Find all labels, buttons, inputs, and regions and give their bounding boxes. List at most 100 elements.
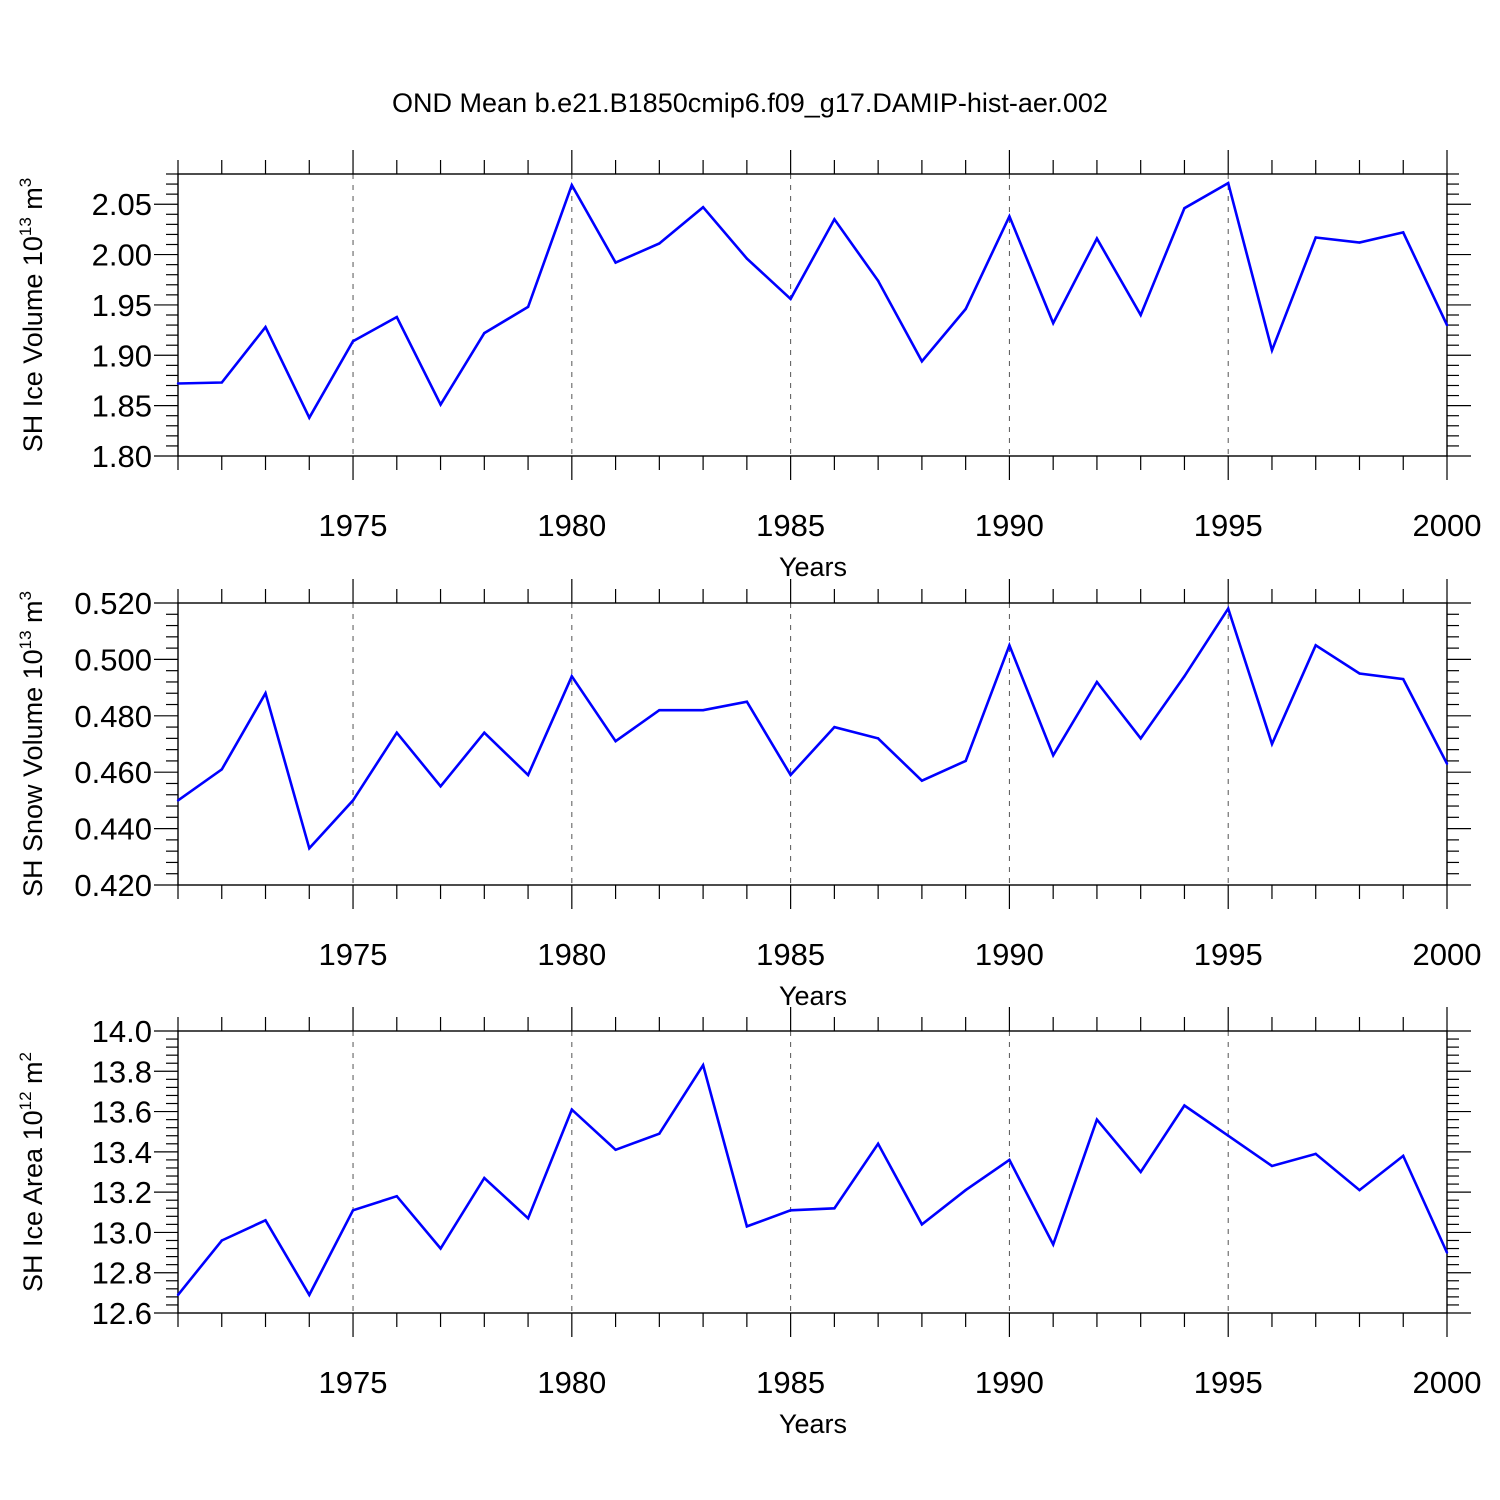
- x-axis-title: Years: [779, 552, 847, 582]
- data-point: [1227, 607, 1230, 610]
- x-tick-label: 1990: [975, 937, 1044, 972]
- data-point: [658, 708, 661, 712]
- data-point: [1139, 313, 1142, 317]
- y-axis-title-superscript: 3: [16, 591, 35, 600]
- y-axis-title: SH Ice Volume 1013 m3: [16, 178, 48, 453]
- data-point: [658, 1132, 661, 1135]
- y-tick-label: 2.05: [92, 187, 152, 222]
- data-point: [1314, 236, 1317, 239]
- data-point: [308, 847, 311, 850]
- y-axis-title-part: SH Snow Volume 10: [18, 649, 48, 897]
- data-point: [1402, 1154, 1405, 1158]
- data-point: [1402, 677, 1405, 681]
- y-axis-title-part: m: [18, 600, 48, 630]
- data-point: [1358, 241, 1361, 244]
- data-point: [570, 675, 574, 678]
- plot-frame: [177, 1030, 1448, 1314]
- series-line: [177, 605, 1449, 851]
- y-tick-label: 1.80: [92, 439, 152, 474]
- y-tick-label: 1.85: [92, 389, 152, 424]
- data-point: [789, 1209, 792, 1212]
- data-point: [439, 1247, 442, 1250]
- data-point: [1051, 754, 1055, 757]
- y-axis-title-superscript: 13: [16, 217, 35, 236]
- data-point: [1139, 1170, 1142, 1174]
- data-point: [1095, 680, 1099, 684]
- y-tick-label: 13.4: [92, 1135, 152, 1170]
- data-point: [833, 218, 836, 221]
- data-point: [745, 700, 749, 703]
- y-axis-title-part: m: [18, 1061, 48, 1091]
- y-axis-title-superscript: 12: [16, 1091, 35, 1110]
- x-tick-label: 1995: [1194, 508, 1263, 543]
- panels: 1.80 1.85 1.90 1.95 2.00 2.05 1975 1980 1985 1990…: [16, 150, 1481, 1439]
- data-point: [439, 785, 442, 788]
- plot-frame: [177, 602, 1448, 886]
- data-point: [1051, 321, 1055, 325]
- data-point: [614, 1148, 617, 1152]
- data-point: [526, 1217, 530, 1220]
- data-point: [1008, 1158, 1011, 1162]
- data-point: [614, 739, 617, 743]
- panel-1: 1.80 1.85 1.90 1.95 2.00 2.05 1975 1980 1985 1990…: [16, 150, 1481, 582]
- data-point: [701, 1064, 705, 1067]
- data-point: [483, 331, 486, 335]
- y-axis-title-part: SH Ice Area 10: [18, 1110, 48, 1292]
- data-point: [570, 1108, 574, 1111]
- data-point: [308, 416, 311, 419]
- x-tick-label: 1980: [537, 1365, 606, 1400]
- y-tick-label: 0.500: [74, 642, 152, 677]
- y-axis-title-superscript: 13: [16, 630, 35, 649]
- data-point: [264, 1219, 267, 1222]
- data-point: [1227, 181, 1230, 185]
- x-tick-label: 1980: [537, 508, 606, 543]
- data-point: [526, 773, 530, 777]
- data-point: [1314, 644, 1317, 647]
- data-point: [876, 279, 880, 282]
- data-point: [570, 183, 574, 187]
- data-point: [351, 339, 355, 343]
- data-point: [1008, 644, 1011, 647]
- data-point: [1139, 737, 1142, 740]
- data-point: [1445, 323, 1449, 327]
- x-tick-label: 1980: [537, 937, 606, 972]
- data-point: [1183, 675, 1186, 678]
- panel-3: 12.6 12.8 13.0 13.2 13.4 13.6 13.8 14.0 1975 1980…: [16, 1007, 1481, 1439]
- data-point: [526, 305, 530, 309]
- data-point: [876, 1142, 880, 1146]
- x-tick-label: 1975: [319, 508, 388, 543]
- x-tick-label: 1975: [319, 1365, 388, 1400]
- data-point: [220, 381, 223, 384]
- data-point: [789, 773, 792, 777]
- y-tick-label: 0.420: [74, 868, 152, 903]
- y-tick-label: 0.520: [74, 586, 152, 621]
- data-point: [395, 731, 398, 734]
- y-tick-label: 1.95: [92, 288, 152, 323]
- y-axis-title-superscript: 3: [16, 178, 35, 187]
- data-point: [483, 1176, 486, 1180]
- data-point: [964, 307, 967, 311]
- panel-2: 0.420 0.440 0.460 0.480 0.500 0.520 1975 1980 19…: [16, 579, 1481, 1011]
- x-tick-label: 2000: [1413, 1365, 1482, 1400]
- data-point: [964, 759, 967, 763]
- data-point: [264, 325, 267, 329]
- data-point: [920, 1223, 924, 1226]
- data-point: [1358, 672, 1361, 675]
- y-tick-label: 1.90: [92, 338, 152, 373]
- x-tick-label: 1985: [756, 937, 825, 972]
- data-point: [483, 731, 486, 734]
- y-tick-label: 14.0: [92, 1014, 152, 1049]
- data-point: [1314, 1152, 1317, 1156]
- series-line: [176, 1062, 1449, 1298]
- data-point: [1095, 237, 1099, 240]
- data-point: [745, 257, 749, 260]
- data-point: [395, 1194, 398, 1198]
- data-point: [1445, 1251, 1449, 1254]
- y-tick-label: 13.2: [92, 1175, 152, 1210]
- data-point: [1270, 349, 1274, 352]
- y-axis-title-superscript: 2: [16, 1052, 35, 1061]
- data-point: [1445, 762, 1449, 765]
- data-point: [439, 403, 442, 406]
- data-point: [701, 206, 705, 209]
